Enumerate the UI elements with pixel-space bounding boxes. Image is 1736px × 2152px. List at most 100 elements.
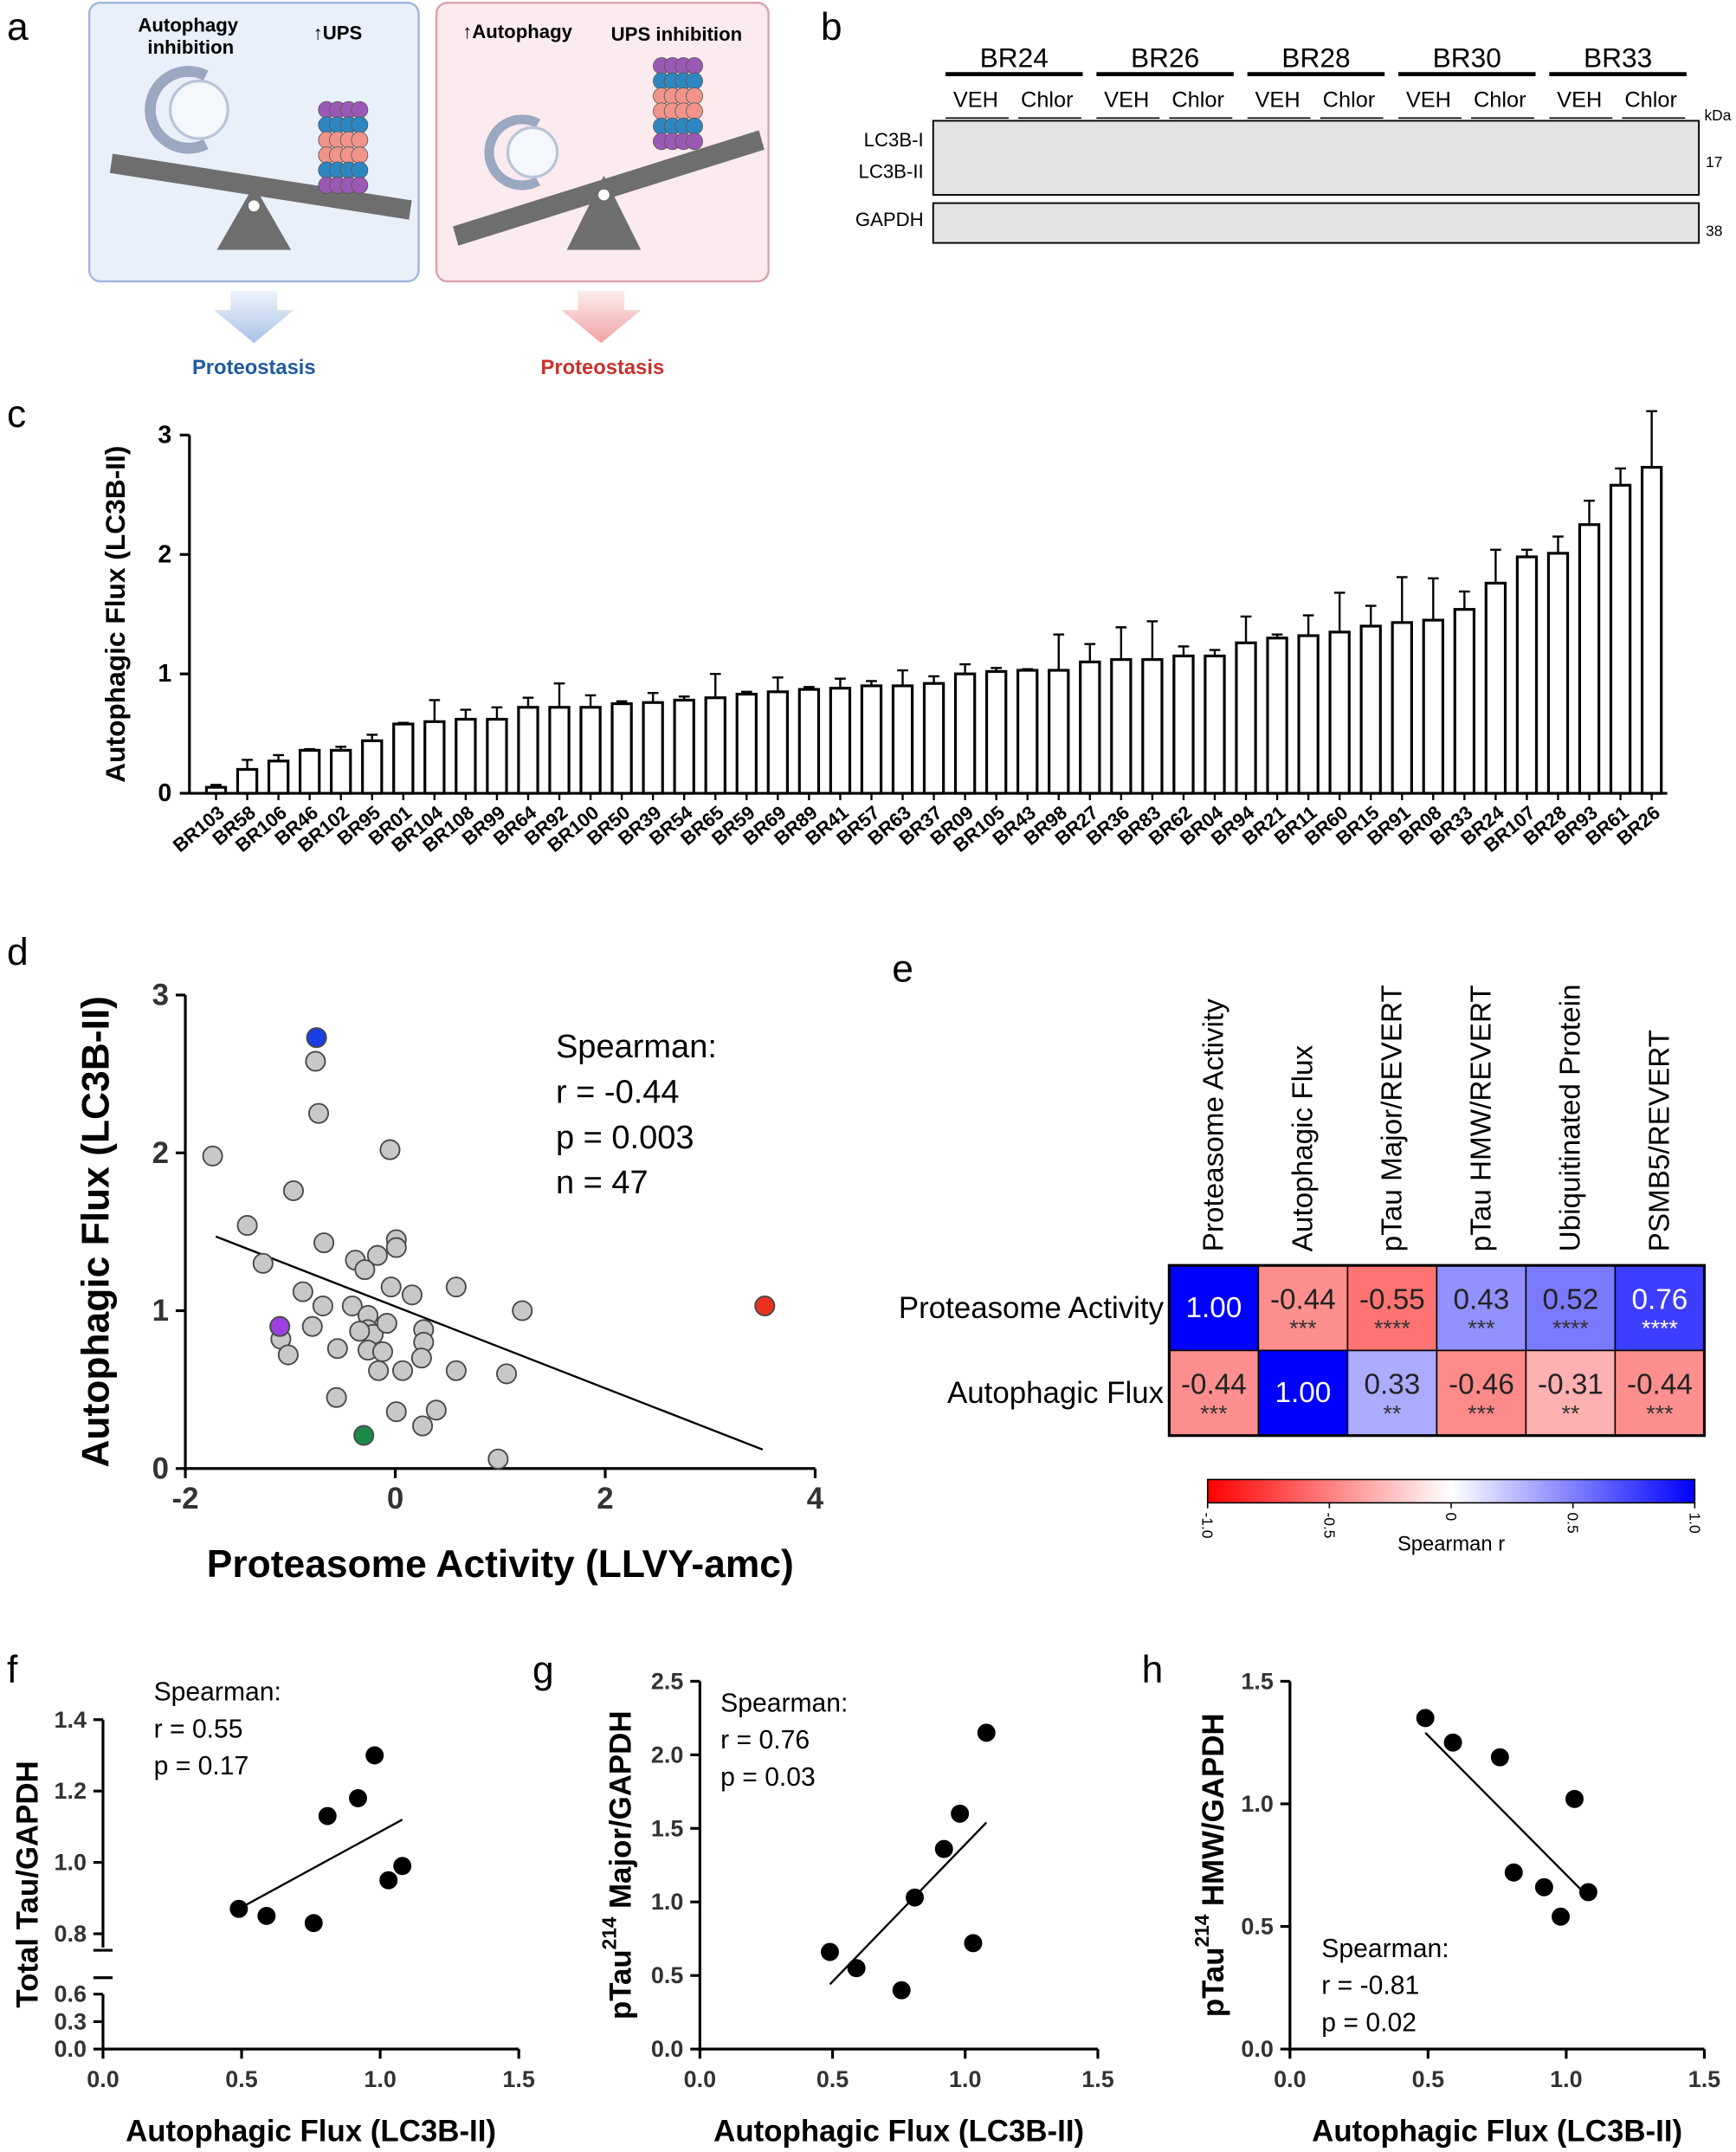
cell-significance: ** [1383,1400,1401,1426]
bar [455,717,477,795]
group-label: BR28 [1281,42,1350,74]
annotation: Spearman: [154,1678,281,1707]
panel-label: b [821,6,842,48]
bar [548,706,571,795]
point [951,1804,970,1823]
colorbar-tick-label: 0.5 [1565,1512,1582,1533]
bar [1297,634,1320,795]
bar [423,720,446,795]
autophagosome [169,79,229,140]
bar [922,682,945,795]
bar [361,739,384,795]
proteasome-subunit [686,102,703,120]
diagram-label: UPS inhibition [611,23,743,45]
lane-label: Chlor [1021,88,1074,113]
point [410,1347,432,1369]
lane-label: VEH [1557,88,1602,113]
point [380,1276,402,1298]
annotation: Spearman: [556,1029,717,1065]
x-tick-label: 0.5 [225,2066,257,2092]
error-bar [210,784,222,788]
y-tick-label: 1.5 [1241,1668,1273,1694]
point [353,1425,375,1446]
blot-frame [932,120,1701,196]
point [312,1295,333,1317]
point [354,1259,376,1281]
bar [1578,523,1601,795]
bar [204,785,228,795]
y-tick-label: 1 [158,660,171,688]
bar [486,717,508,795]
bar [1546,552,1570,795]
error-bar [772,676,784,692]
error-bar [740,690,752,695]
point [379,1871,398,1890]
x-tick-label: -2 [172,1482,199,1515]
colorbar-tick-label: 1.0 [1686,1512,1703,1534]
proteasome-subunit [686,87,703,105]
bar [984,669,1008,795]
cell-value: -0.44 [1181,1369,1247,1401]
bar [1640,466,1663,795]
x-tick-label: 0.0 [87,2066,119,2092]
group-label: BR26 [1131,42,1199,74]
autophagosome [484,114,541,191]
proteasome-subunit [351,131,369,149]
fulcrum [566,175,642,250]
diagram-label: ↑UPS [313,23,363,44]
y-tick-label: 0.3 [54,2008,86,2034]
x-tick-label: 0.0 [1274,2066,1306,2092]
bar [1391,621,1413,795]
lane-label: Chlor [1474,88,1526,113]
y-tick-label: 0.0 [651,2036,683,2062]
column-label: Autophagic Flux [1287,1044,1319,1251]
panel-label: g [532,1649,554,1691]
error-bar [273,753,284,761]
marker-label: 17 [1706,153,1722,171]
cell-value: -0.46 [1449,1369,1514,1401]
error-bar [304,747,315,751]
error-bar [335,746,347,751]
row-label: Autophagic Flux [947,1376,1165,1410]
proteasome-subunit [351,100,369,119]
point [754,1295,776,1317]
cell-value: -0.44 [1270,1283,1336,1315]
annotation: p = 0.02 [1321,2009,1417,2038]
heatmap-cell [1525,1349,1617,1437]
lane-label: VEH [1104,88,1149,113]
error-bar [991,667,1003,672]
error-bar [616,700,628,704]
point [313,1232,335,1254]
column-label: Proteasome Activity [1197,998,1229,1251]
error-bar [242,759,253,770]
heatmap-cell [1436,1349,1527,1437]
bar [1515,555,1539,795]
annotation: r = -0.81 [1321,1972,1419,2000]
colorbar-label: Spearman r [1397,1532,1505,1555]
y-tick-label: 1.5 [651,1815,683,1841]
bar [610,702,633,795]
panel-label: f [7,1649,18,1691]
x-tick-label: 1.0 [364,2066,396,2092]
x-tick-label: 1.5 [1081,2066,1113,2092]
bar [673,698,695,795]
point [282,1179,304,1202]
point [385,1401,407,1423]
bar [517,706,539,795]
bar [860,684,883,795]
proteasome-subunit [686,57,703,74]
y-tick-label: 2 [158,540,171,568]
point [964,1934,983,1953]
error-bar [1333,591,1346,632]
point [269,1315,291,1337]
arrow [561,290,642,344]
y-tick-label: 1.0 [651,1889,683,1915]
colorbar-tick-label: 0 [1442,1512,1460,1521]
bar [1172,654,1195,795]
error-bar [1552,535,1564,553]
y-tick-label: 3 [158,421,171,449]
lane-label: VEH [1406,88,1451,113]
pivot [598,189,610,201]
x-tick-label: 1.5 [502,2066,534,2092]
